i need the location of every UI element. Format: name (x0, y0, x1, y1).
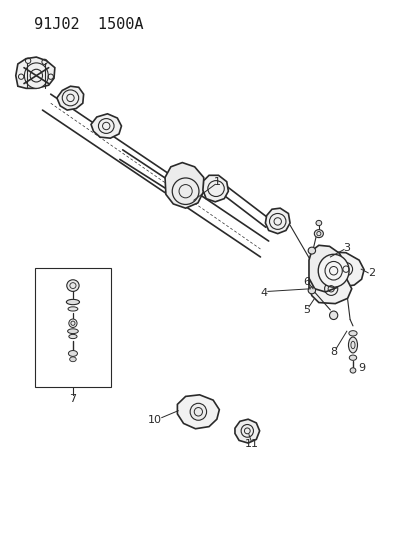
Ellipse shape (349, 355, 356, 360)
Ellipse shape (69, 334, 77, 338)
Ellipse shape (348, 337, 357, 353)
Polygon shape (265, 208, 290, 233)
Text: 11: 11 (244, 439, 258, 449)
Polygon shape (308, 273, 351, 304)
Polygon shape (235, 419, 259, 443)
Polygon shape (57, 86, 83, 110)
Polygon shape (16, 57, 55, 88)
Ellipse shape (69, 357, 76, 362)
Polygon shape (91, 114, 121, 138)
Polygon shape (165, 163, 203, 208)
Ellipse shape (315, 220, 321, 225)
Ellipse shape (190, 403, 206, 420)
Ellipse shape (329, 311, 337, 319)
Ellipse shape (69, 319, 77, 327)
Ellipse shape (68, 307, 78, 311)
Polygon shape (177, 395, 219, 429)
Text: 10: 10 (147, 415, 161, 425)
Text: 6: 6 (302, 277, 309, 287)
Ellipse shape (318, 254, 348, 287)
Ellipse shape (68, 351, 77, 357)
Text: 3: 3 (342, 243, 349, 253)
Text: 91J02  1500A: 91J02 1500A (34, 17, 143, 33)
Ellipse shape (348, 330, 356, 336)
Bar (35, 268, 111, 387)
Text: 7: 7 (69, 394, 76, 404)
Text: 2: 2 (367, 268, 374, 278)
Polygon shape (312, 252, 363, 287)
Polygon shape (308, 245, 344, 292)
Ellipse shape (66, 300, 79, 305)
Ellipse shape (307, 287, 315, 294)
Ellipse shape (349, 368, 355, 373)
Ellipse shape (313, 230, 323, 238)
Ellipse shape (66, 280, 79, 292)
Text: 5: 5 (302, 305, 309, 315)
Ellipse shape (67, 329, 78, 334)
Text: 9: 9 (358, 364, 365, 373)
Text: 8: 8 (329, 348, 337, 358)
Text: 4: 4 (259, 288, 267, 298)
Text: 1: 1 (213, 176, 220, 187)
Ellipse shape (307, 247, 315, 254)
Polygon shape (202, 175, 228, 202)
Ellipse shape (24, 63, 48, 88)
